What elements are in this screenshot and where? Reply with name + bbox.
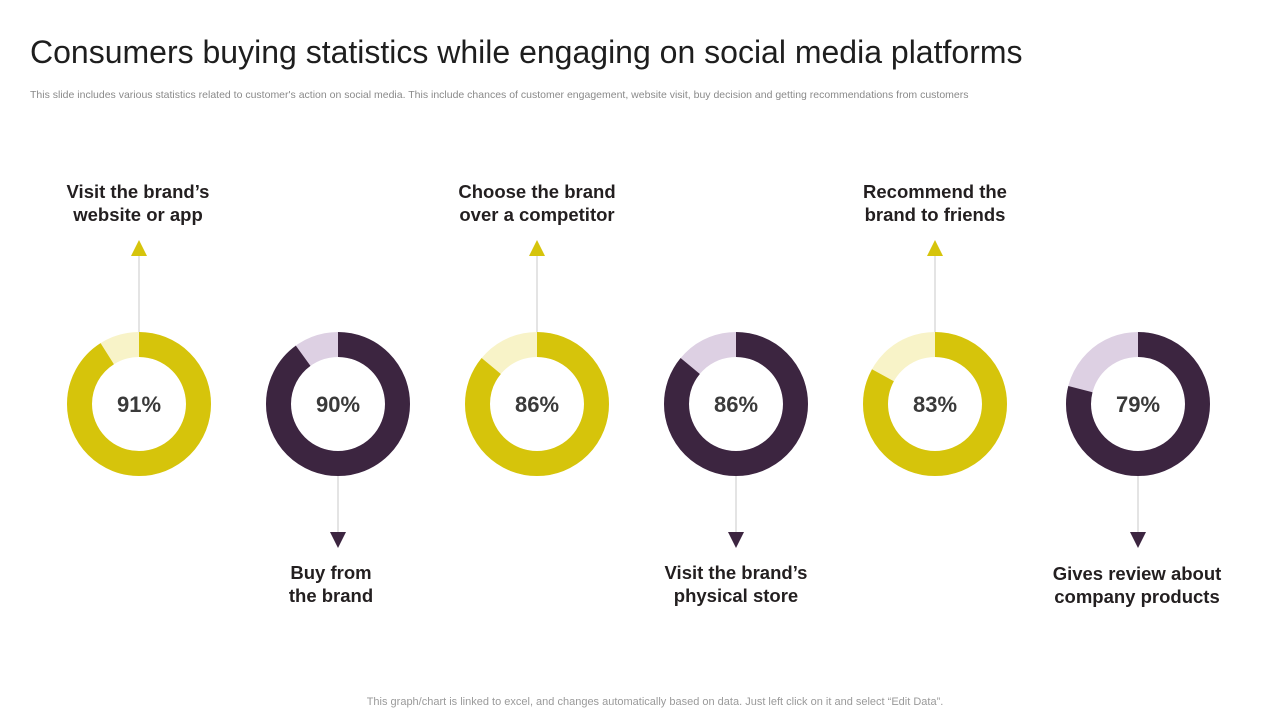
donut-value-arc (465, 332, 609, 476)
label-recommend: Recommend the brand to friends (863, 181, 1007, 225)
footer-note: This graph/chart is linked to excel, and… (366, 696, 944, 708)
donut-value-label: 86% (515, 392, 559, 417)
label-gives-review: Gives review about company products (1052, 563, 1222, 607)
label-visit-website: Visit the brand’s website or app (66, 181, 210, 225)
donut-value-label: 86% (714, 392, 758, 417)
donut-value-label: 90% (316, 392, 360, 417)
donut-value-arc (1066, 332, 1210, 476)
donut-value-arc (67, 332, 211, 476)
arrow-down-icon (728, 532, 744, 548)
donut-value-label: 83% (913, 392, 957, 417)
label-visit-store: Visit the brand’s physical store (664, 562, 808, 606)
donut-value-label: 91% (117, 392, 161, 417)
donut-value-arc (266, 332, 410, 476)
page-subtitle: This slide includes various statistics r… (30, 89, 969, 101)
arrow-down-icon (1130, 532, 1146, 548)
page-title: Consumers buying statistics while engagi… (30, 34, 1023, 70)
arrow-up-icon (529, 240, 545, 256)
arrow-up-icon (131, 240, 147, 256)
label-buy-from-brand: Buy from the brand (288, 562, 374, 606)
donut-value-arc (863, 332, 1007, 476)
donut-value-arc (664, 332, 808, 476)
arrow-up-icon (927, 240, 943, 256)
label-choose-brand: Choose the brand over a competitor (458, 181, 616, 225)
arrow-down-icon (330, 532, 346, 548)
donut-value-label: 79% (1116, 392, 1160, 417)
